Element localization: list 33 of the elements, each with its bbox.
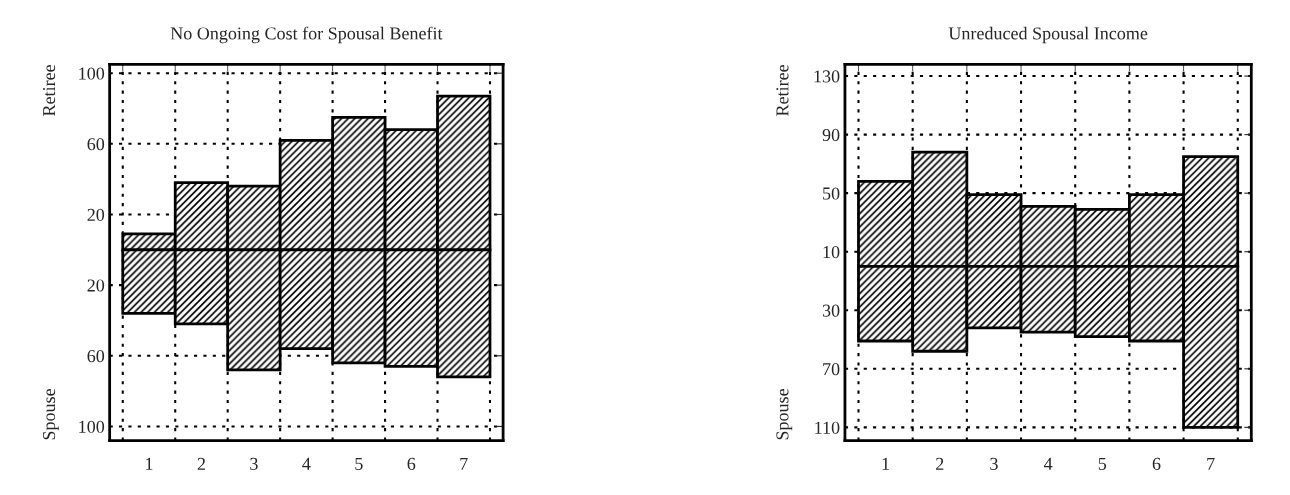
y-tick-label: 50 xyxy=(823,187,840,200)
y-tick-label: 20 xyxy=(87,208,105,221)
x-tick-label: 5 xyxy=(355,457,363,470)
y-tick-label: 100 xyxy=(79,67,105,80)
x-tick-label: 2 xyxy=(197,457,205,470)
chart-title: No Ongoing Cost for Spousal Benefit xyxy=(170,26,443,44)
x-tick-label: 5 xyxy=(1098,457,1107,470)
x-tick-label: 4 xyxy=(1043,457,1053,470)
text: Spouse xyxy=(776,389,793,440)
y-tick-label: 100 xyxy=(79,420,105,433)
y-tick-label: 20 xyxy=(87,279,105,292)
y-tick-label: 60 xyxy=(87,350,105,363)
x-tick-label: 7 xyxy=(1207,457,1215,470)
x-tick-label: 6 xyxy=(407,457,416,470)
y-tick-label: 60 xyxy=(87,138,105,151)
x-tick-label: 3 xyxy=(990,457,998,470)
x-tick-label: 6 xyxy=(1152,457,1161,470)
text: Retiree xyxy=(43,64,56,116)
x-tick-label: 4 xyxy=(302,457,311,470)
x-tick-label: 3 xyxy=(250,457,258,470)
y-tick-label: 30 xyxy=(822,304,840,317)
x-tick-label: 1 xyxy=(146,457,153,470)
chart-title: Unreduced Spousal Income xyxy=(948,26,1148,44)
text: Spouse xyxy=(43,389,59,440)
y-tick-label: 70 xyxy=(823,363,840,376)
y-tick-label: 110 xyxy=(815,421,840,434)
x-tick-label: 7 xyxy=(460,457,468,470)
y-tick-label: 10 xyxy=(823,245,840,259)
y-tick-label: 130 xyxy=(814,70,840,83)
text: Retiree xyxy=(776,64,789,116)
x-tick-label: 1 xyxy=(882,457,890,470)
x-tick-label: 2 xyxy=(936,457,944,470)
y-tick-label: 90 xyxy=(822,128,840,142)
